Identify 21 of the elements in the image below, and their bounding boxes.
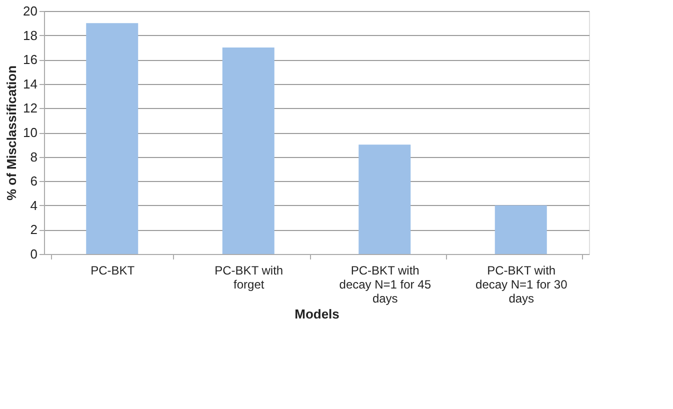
- y-tick-label: 20: [23, 4, 38, 18]
- y-tick-label: 14: [23, 76, 38, 92]
- y-tick-label: 0: [30, 246, 38, 262]
- bar: [86, 23, 138, 254]
- x-tick-label: PC-BKT with forget: [214, 264, 284, 292]
- y-tick-label: 12: [23, 100, 38, 116]
- y-tick-label: 10: [23, 125, 38, 140]
- bar: [358, 144, 411, 254]
- x-tick-label: PC-BKT with decay N=1 for 30 days: [476, 264, 568, 306]
- y-axis-title: % of Misclassification: [4, 65, 20, 201]
- y-tick-label: 4: [30, 198, 38, 213]
- y-tick-label: 2: [30, 222, 38, 238]
- x-tick-label: PC-BKT: [90, 264, 136, 278]
- y-tick-label: 6: [30, 174, 38, 189]
- y-tick-label: 8: [30, 149, 38, 164]
- x-axis-title: Models: [294, 306, 340, 322]
- bar: [222, 47, 274, 254]
- x-tick-label: PC-BKT with decay N=1 for 45 days: [339, 264, 432, 306]
- y-tick-label: 18: [23, 28, 38, 43]
- y-tick-label: 16: [23, 52, 38, 68]
- bar: [494, 205, 547, 254]
